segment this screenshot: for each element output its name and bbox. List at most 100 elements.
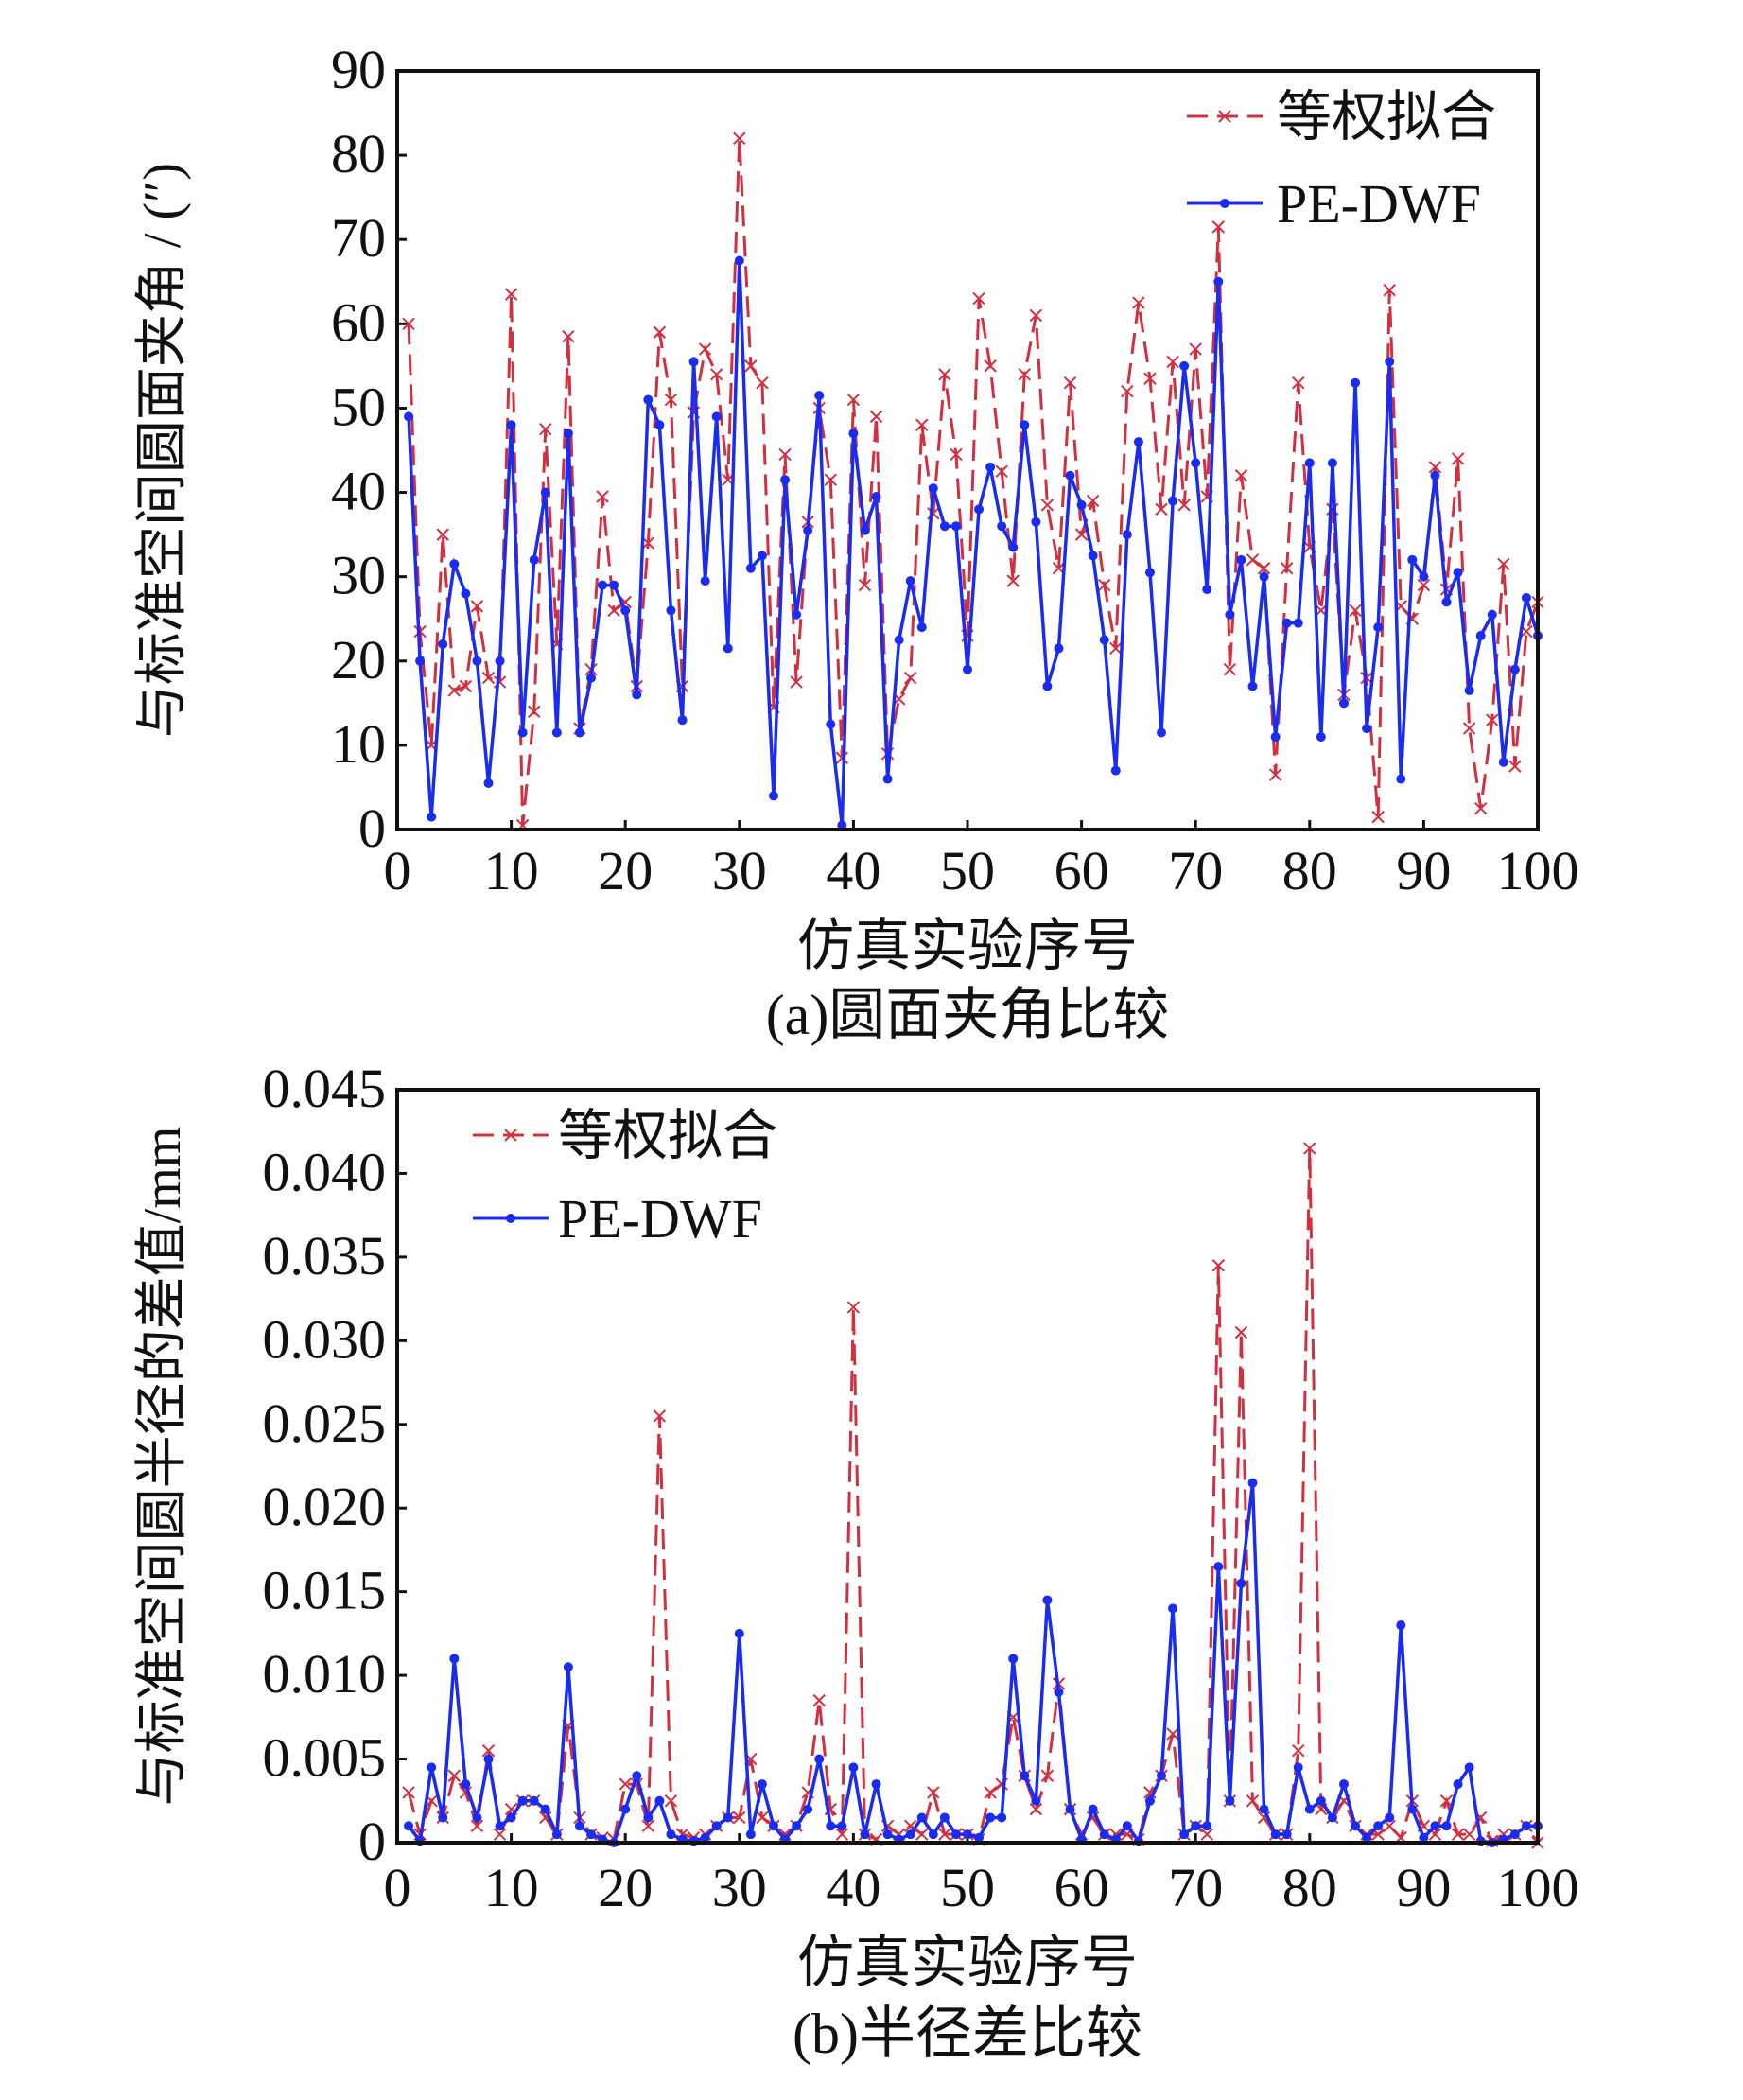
data-point-pe-dwf — [1316, 1795, 1326, 1806]
data-point-pe-dwf — [1351, 377, 1361, 388]
data-point-equal-weight — [664, 393, 678, 407]
x-tick-label: 50 — [940, 1857, 995, 1918]
x-axis-label: 仿真实验序号 — [797, 915, 1138, 977]
data-point-equal-weight — [835, 751, 849, 764]
data-point-pe-dwf — [1521, 592, 1531, 603]
data-point-pe-dwf — [1247, 681, 1258, 691]
data-point-equal-weight — [1155, 502, 1168, 516]
data-point-pe-dwf — [950, 521, 961, 532]
data-point-equal-weight — [562, 329, 575, 343]
data-point-pe-dwf — [529, 1795, 539, 1806]
data-point-equal-weight — [619, 1777, 632, 1791]
data-point-pe-dwf — [1475, 631, 1486, 641]
data-point-pe-dwf — [1430, 470, 1440, 481]
legend-label: PE-DWF — [558, 1188, 762, 1250]
data-point-pe-dwf — [598, 580, 608, 590]
data-point-pe-dwf — [1202, 1821, 1212, 1831]
y-tick-label: 0.025 — [263, 1392, 387, 1454]
x-tick-label: 10 — [484, 1857, 539, 1918]
data-point-pe-dwf — [1213, 1562, 1224, 1572]
data-point-equal-weight — [481, 671, 496, 685]
x-tick-label: 20 — [598, 840, 653, 901]
data-point-pe-dwf — [985, 462, 996, 472]
data-point-equal-weight — [984, 359, 997, 373]
data-point-equal-weight — [402, 317, 415, 331]
data-point-pe-dwf — [894, 635, 904, 645]
y-tick-label: 0.035 — [263, 1225, 387, 1286]
series-line-pe-dwf — [407, 1482, 1538, 1846]
data-point-pe-dwf — [711, 1821, 722, 1831]
data-point-equal-weight — [903, 671, 917, 685]
data-point-pe-dwf — [757, 1779, 767, 1790]
data-point-pe-dwf — [1179, 1829, 1190, 1840]
data-point-equal-weight — [869, 410, 883, 424]
data-point-pe-dwf — [745, 1829, 756, 1840]
x-tick-label: 0 — [384, 1857, 411, 1918]
data-point-equal-weight — [1098, 578, 1111, 592]
data-point-equal-weight — [402, 1786, 415, 1799]
data-point-pe-dwf — [916, 1812, 927, 1823]
data-point-pe-dwf — [540, 1804, 550, 1814]
data-point-equal-weight — [607, 604, 620, 618]
data-point-equal-weight — [756, 1811, 769, 1825]
chart-b: 0 10 20 30 40 50 60 70 80 90 100 0 0.005 0.010 0.015 0.… — [133, 1058, 1579, 2065]
data-point-pe-dwf — [1419, 571, 1429, 582]
data-point-pe-dwf — [1453, 568, 1463, 578]
data-point-equal-weight — [653, 1409, 667, 1423]
data-point-equal-weight — [1473, 802, 1488, 815]
x-tick-label: 100 — [1497, 1857, 1579, 1918]
data-point-equal-weight — [995, 464, 1008, 478]
data-point-equal-weight — [812, 1693, 826, 1707]
data-point-equal-weight — [709, 368, 723, 381]
data-point-pe-dwf — [837, 1821, 847, 1831]
data-point-equal-weight — [1177, 499, 1191, 512]
data-point-pe-dwf — [1042, 1595, 1053, 1605]
data-point-equal-weight — [1132, 296, 1145, 309]
data-point-pe-dwf — [974, 504, 985, 515]
data-point-pe-dwf — [1338, 698, 1349, 709]
data-point-equal-weight — [1246, 553, 1260, 567]
data-point-equal-weight — [1303, 1142, 1316, 1155]
plot-frame — [395, 69, 1540, 831]
data-point-pe-dwf — [1464, 685, 1474, 695]
data-point-pe-dwf — [700, 1832, 710, 1843]
data-point-pe-dwf — [1008, 1654, 1019, 1664]
data-point-pe-dwf — [1259, 571, 1269, 582]
data-point-pe-dwf — [950, 1829, 961, 1840]
data-point-pe-dwf — [1441, 597, 1452, 607]
data-point-pe-dwf — [1065, 470, 1075, 481]
data-point-equal-weight — [824, 473, 837, 486]
y-tick-label: 20 — [331, 629, 386, 691]
data-point-equal-weight — [698, 342, 712, 356]
data-point-pe-dwf — [1133, 437, 1143, 447]
data-point-pe-dwf — [427, 1762, 437, 1773]
data-point-pe-dwf — [997, 521, 1007, 532]
data-point-pe-dwf — [1509, 664, 1520, 674]
data-point-pe-dwf — [1168, 496, 1178, 506]
data-point-equal-weight — [1246, 1794, 1260, 1808]
data-point-equal-weight — [1349, 604, 1362, 618]
data-point-equal-weight — [1292, 1744, 1305, 1758]
data-point-equal-weight — [846, 1301, 861, 1314]
data-point-pe-dwf — [734, 255, 744, 266]
data-point-equal-weight — [1234, 469, 1248, 482]
data-point-equal-weight — [641, 1819, 655, 1833]
data-point-equal-weight — [447, 1769, 462, 1782]
data-point-equal-weight — [1371, 810, 1385, 824]
data-point-equal-weight — [459, 679, 473, 693]
data-point-pe-dwf — [1157, 1771, 1167, 1781]
data-point-pe-dwf — [1293, 618, 1303, 628]
data-point-pe-dwf — [1088, 551, 1098, 561]
data-point-pe-dwf — [1031, 1795, 1041, 1806]
y-tick-label: 0.005 — [263, 1727, 387, 1789]
data-point-pe-dwf — [677, 715, 688, 726]
data-point-pe-dwf — [848, 429, 859, 439]
y-tick-label: 40 — [331, 461, 386, 522]
data-point-pe-dwf — [1191, 1821, 1201, 1831]
x-tick-label: 20 — [598, 1857, 653, 1918]
data-point-pe-dwf — [654, 420, 665, 430]
data-point-pe-dwf — [1088, 1804, 1098, 1814]
data-point-pe-dwf — [928, 483, 938, 494]
data-point-equal-weight — [447, 684, 462, 697]
